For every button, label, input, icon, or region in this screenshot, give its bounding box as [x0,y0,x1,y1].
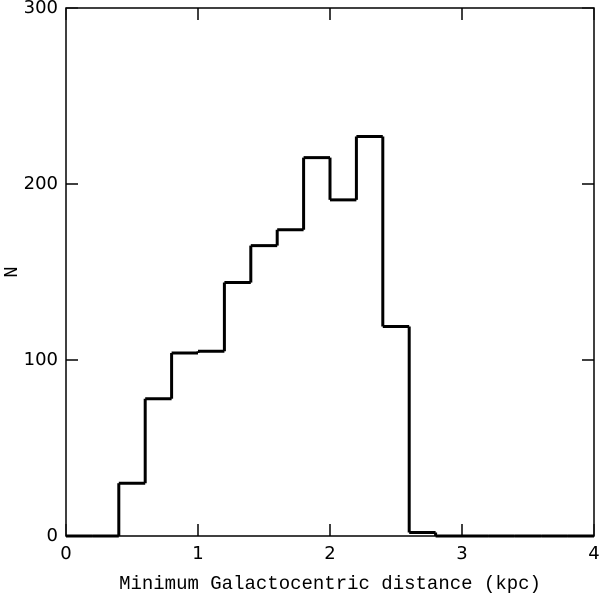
y-axis-label: N [1,266,23,277]
y-tick-label: 0 [47,525,58,546]
x-tick-label: 0 [60,543,71,564]
x-tick-label: 1 [192,543,203,564]
x-tick-label: 3 [456,543,467,564]
x-tick-label: 4 [588,543,599,564]
y-tick-label: 100 [24,349,58,370]
y-tick-label: 200 [24,173,58,194]
x-tick-label: 2 [324,543,335,564]
x-axis-label: Minimum Galactocentric distance (kpc) [119,573,541,595]
y-tick-label: 300 [24,0,58,18]
